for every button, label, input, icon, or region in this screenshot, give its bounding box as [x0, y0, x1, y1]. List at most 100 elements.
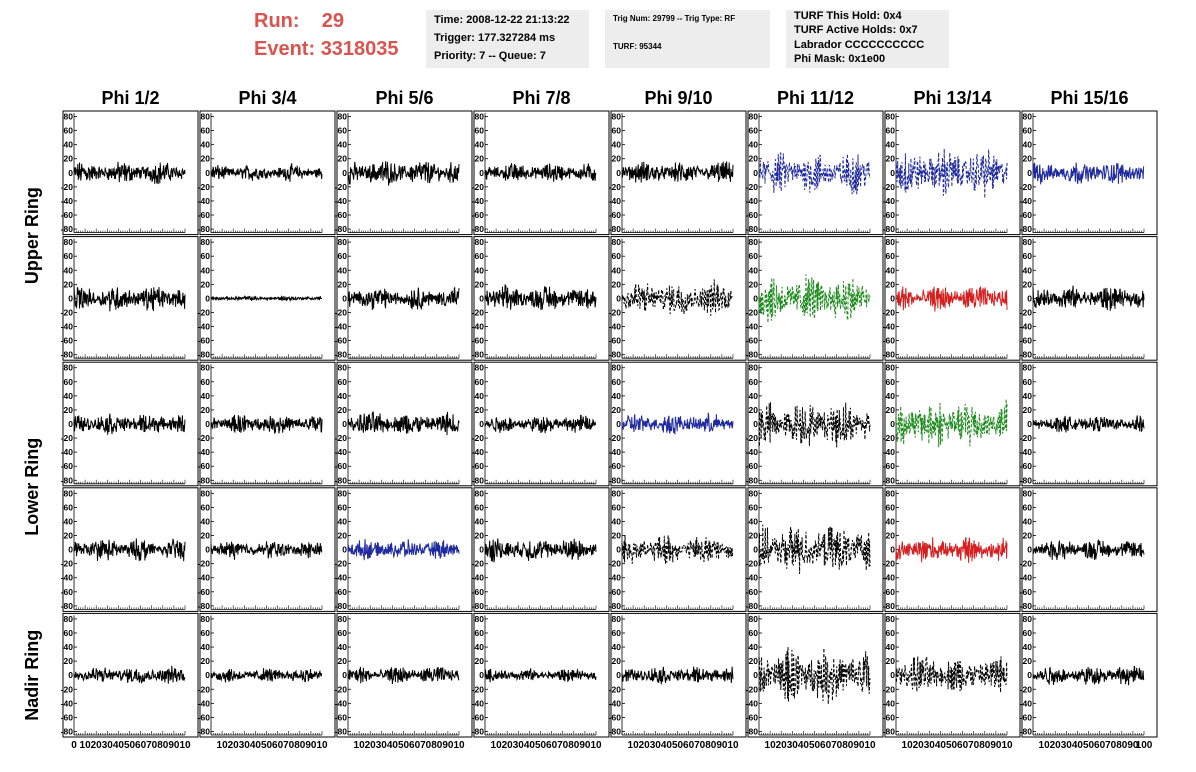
y-tick-label: 20 [612, 154, 622, 164]
y-tick-label: 0 [205, 293, 210, 303]
y-tick-label: 20 [64, 279, 74, 289]
y-tick-label: -20 [883, 559, 896, 569]
panel-frame [610, 236, 747, 361]
y-tick-label: -40 [609, 698, 622, 708]
x-tick-label: 20 [913, 740, 925, 751]
y-tick-label: -60 [746, 712, 759, 722]
y-tick-label: -80 [609, 475, 622, 485]
x-tick-label: 50 [672, 740, 684, 751]
y-tick-label: 40 [886, 642, 896, 652]
event-line: Event: 3318035 [254, 38, 399, 61]
y-tick-label: 20 [1023, 531, 1033, 541]
y-tick-label: 40 [338, 391, 348, 401]
y-tick-label: -60 [61, 461, 74, 471]
column-title: Phi 11/12 [777, 88, 854, 108]
y-tick-label: -40 [609, 196, 622, 206]
y-tick-label: -80 [883, 350, 896, 360]
y-tick-label: -80 [198, 726, 211, 736]
y-tick-label: 60 [886, 377, 896, 387]
y-tick-label: -80 [335, 224, 348, 234]
y-tick-label: 0 [616, 293, 621, 303]
x-tick-label: 30 [239, 740, 251, 751]
y-tick-label: 0 [753, 419, 758, 429]
y-tick-label: 80 [886, 488, 896, 498]
x-tick-label: 10 [628, 740, 640, 751]
y-tick-label: -80 [472, 601, 485, 611]
y-tick-label: -80 [335, 601, 348, 611]
x-tick-label: 60 [1094, 740, 1106, 751]
y-tick-label: -20 [198, 684, 211, 694]
y-tick-label: 20 [64, 405, 74, 415]
waveform-series [484, 163, 597, 182]
y-tick-label: 80 [1023, 112, 1033, 122]
y-tick-label: 20 [64, 154, 74, 164]
waveform-series [347, 539, 460, 561]
y-tick-label: 60 [612, 377, 622, 387]
y-tick-label: -80 [609, 601, 622, 611]
y-tick-label: -80 [746, 475, 759, 485]
y-tick-label: 80 [338, 488, 348, 498]
y-tick-label: 0 [1027, 293, 1032, 303]
y-tick-label: 20 [886, 405, 896, 415]
waveform-series [347, 411, 460, 436]
y-tick-label: 40 [1023, 391, 1033, 401]
y-tick-label: -20 [335, 307, 348, 317]
waveform-series [210, 668, 323, 683]
y-tick-label: -40 [1020, 447, 1033, 457]
x-tick-label: 0 [71, 740, 77, 751]
x-tick-label: 40 [1072, 740, 1084, 751]
y-tick-label: 0 [479, 293, 484, 303]
y-tick-label: 0 [753, 545, 758, 555]
y-tick-label: 80 [338, 112, 348, 122]
x-tick-label: 30 [787, 740, 799, 751]
y-tick-label: 0 [68, 168, 73, 178]
y-tick-label: 60 [886, 628, 896, 638]
y-tick-label: -20 [1020, 559, 1033, 569]
y-tick-label: 20 [1023, 154, 1033, 164]
y-tick-label: -20 [198, 559, 211, 569]
column-title: Phi 9/10 [644, 88, 712, 108]
y-tick-label: 60 [475, 502, 485, 512]
y-tick-label: 20 [64, 656, 74, 666]
y-tick-label: 20 [475, 154, 485, 164]
y-tick-label: -60 [609, 712, 622, 722]
y-tick-label: -80 [883, 475, 896, 485]
x-tick-label: 40 [113, 740, 125, 751]
y-tick-label: -40 [609, 322, 622, 332]
y-tick-label: -40 [335, 698, 348, 708]
y-tick-label: -20 [335, 684, 348, 694]
waveform-series [895, 286, 1008, 312]
y-tick-label: -80 [1020, 350, 1033, 360]
y-tick-label: -60 [198, 461, 211, 471]
y-tick-label: 80 [64, 112, 74, 122]
y-tick-label: -20 [883, 182, 896, 192]
y-tick-label: -60 [61, 587, 74, 597]
y-tick-label: 80 [1023, 488, 1033, 498]
y-tick-label: 80 [475, 488, 485, 498]
y-tick-label: 0 [1027, 168, 1032, 178]
y-tick-label: 40 [201, 140, 211, 150]
x-tick-label: 20 [1050, 740, 1062, 751]
x-tick-label: 20 [365, 740, 377, 751]
y-tick-label: -60 [1020, 461, 1033, 471]
y-tick-label: -20 [1020, 307, 1033, 317]
y-tick-label: 0 [890, 419, 895, 429]
y-tick-label: 20 [201, 656, 211, 666]
y-tick-label: 80 [612, 363, 622, 373]
y-tick-label: 40 [749, 140, 759, 150]
labrador-text: Labrador CCCCCCCCCC [794, 39, 925, 51]
y-tick-label: 20 [1023, 405, 1033, 415]
y-tick-label: -60 [472, 210, 485, 220]
y-tick-label: 60 [612, 628, 622, 638]
y-tick-label: 80 [201, 488, 211, 498]
waveform-series [621, 666, 734, 685]
y-tick-label: -80 [1020, 726, 1033, 736]
y-tick-label: 0 [890, 293, 895, 303]
y-tick-label: 40 [64, 642, 74, 652]
x-tick-label: 50 [1083, 740, 1095, 751]
y-tick-label: -20 [198, 307, 211, 317]
column-title: Phi 1/2 [101, 88, 159, 108]
y-tick-label: -20 [472, 182, 485, 192]
y-tick-label: -80 [198, 224, 211, 234]
y-tick-label: 20 [886, 154, 896, 164]
